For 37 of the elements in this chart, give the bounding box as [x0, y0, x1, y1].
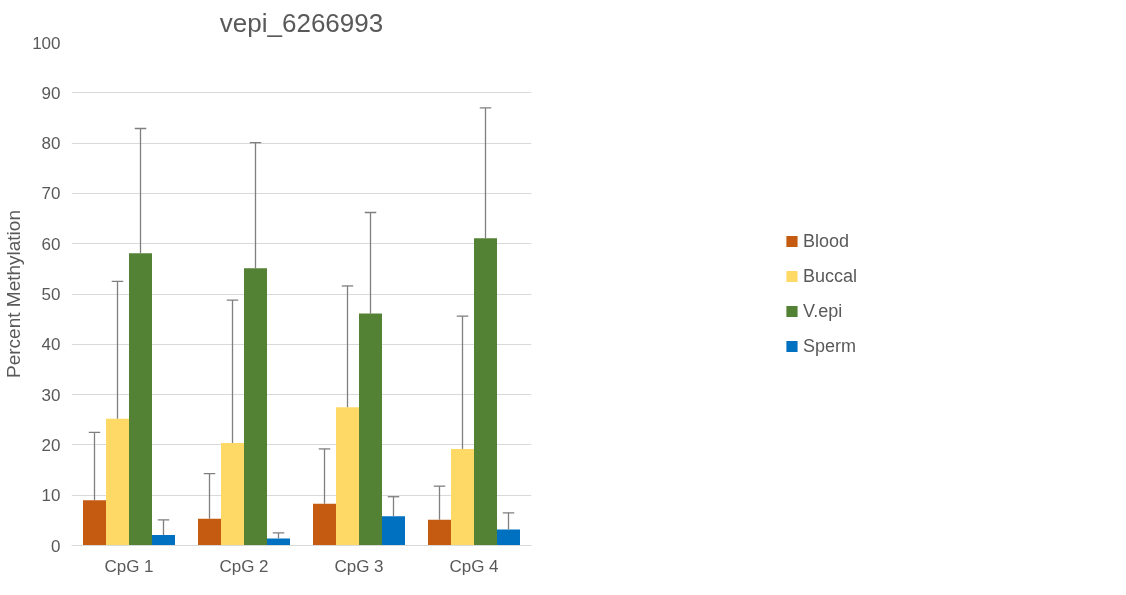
x-tick-label: CpG 3: [334, 556, 384, 576]
bar: [267, 538, 290, 546]
bar: [83, 500, 106, 546]
y-tick-label: 0: [51, 536, 61, 556]
bar: [451, 448, 474, 546]
bar: [129, 253, 152, 546]
bar: [152, 534, 175, 546]
x-tick-label: CpG 2: [219, 556, 269, 576]
bar: [497, 529, 520, 546]
legend-label: Sperm: [802, 335, 856, 357]
y-tick-label: 70: [41, 184, 61, 204]
bar: [428, 519, 451, 546]
y-tick-label: 30: [41, 385, 61, 405]
bar: [382, 516, 405, 546]
bar: [336, 407, 359, 546]
y-tick-label: 20: [41, 435, 61, 455]
bar: [244, 268, 267, 546]
x-tick-label: CpG 4: [449, 556, 499, 576]
bar: [198, 518, 221, 546]
chart-title: vepi_6266993: [219, 7, 384, 38]
y-axis-title: Percent Methylation: [3, 210, 25, 378]
x-tick-label: CpG 1: [104, 556, 154, 576]
bar: [106, 418, 129, 546]
bar: [221, 442, 244, 546]
legend-label: Blood: [802, 230, 850, 252]
y-tick-label: 90: [41, 83, 61, 103]
y-tick-label: 80: [41, 134, 61, 154]
bar: [474, 238, 497, 546]
y-tick-label: 10: [41, 486, 61, 506]
y-tick-label: 50: [41, 285, 61, 304]
bar: [313, 503, 336, 546]
bar: [359, 313, 382, 546]
y-tick-label: 100: [32, 33, 61, 53]
y-tick-label: 60: [41, 234, 61, 254]
y-tick-label: 40: [41, 335, 61, 355]
legend-label: Buccal: [802, 265, 858, 287]
legend-label: V.epi: [802, 300, 843, 322]
